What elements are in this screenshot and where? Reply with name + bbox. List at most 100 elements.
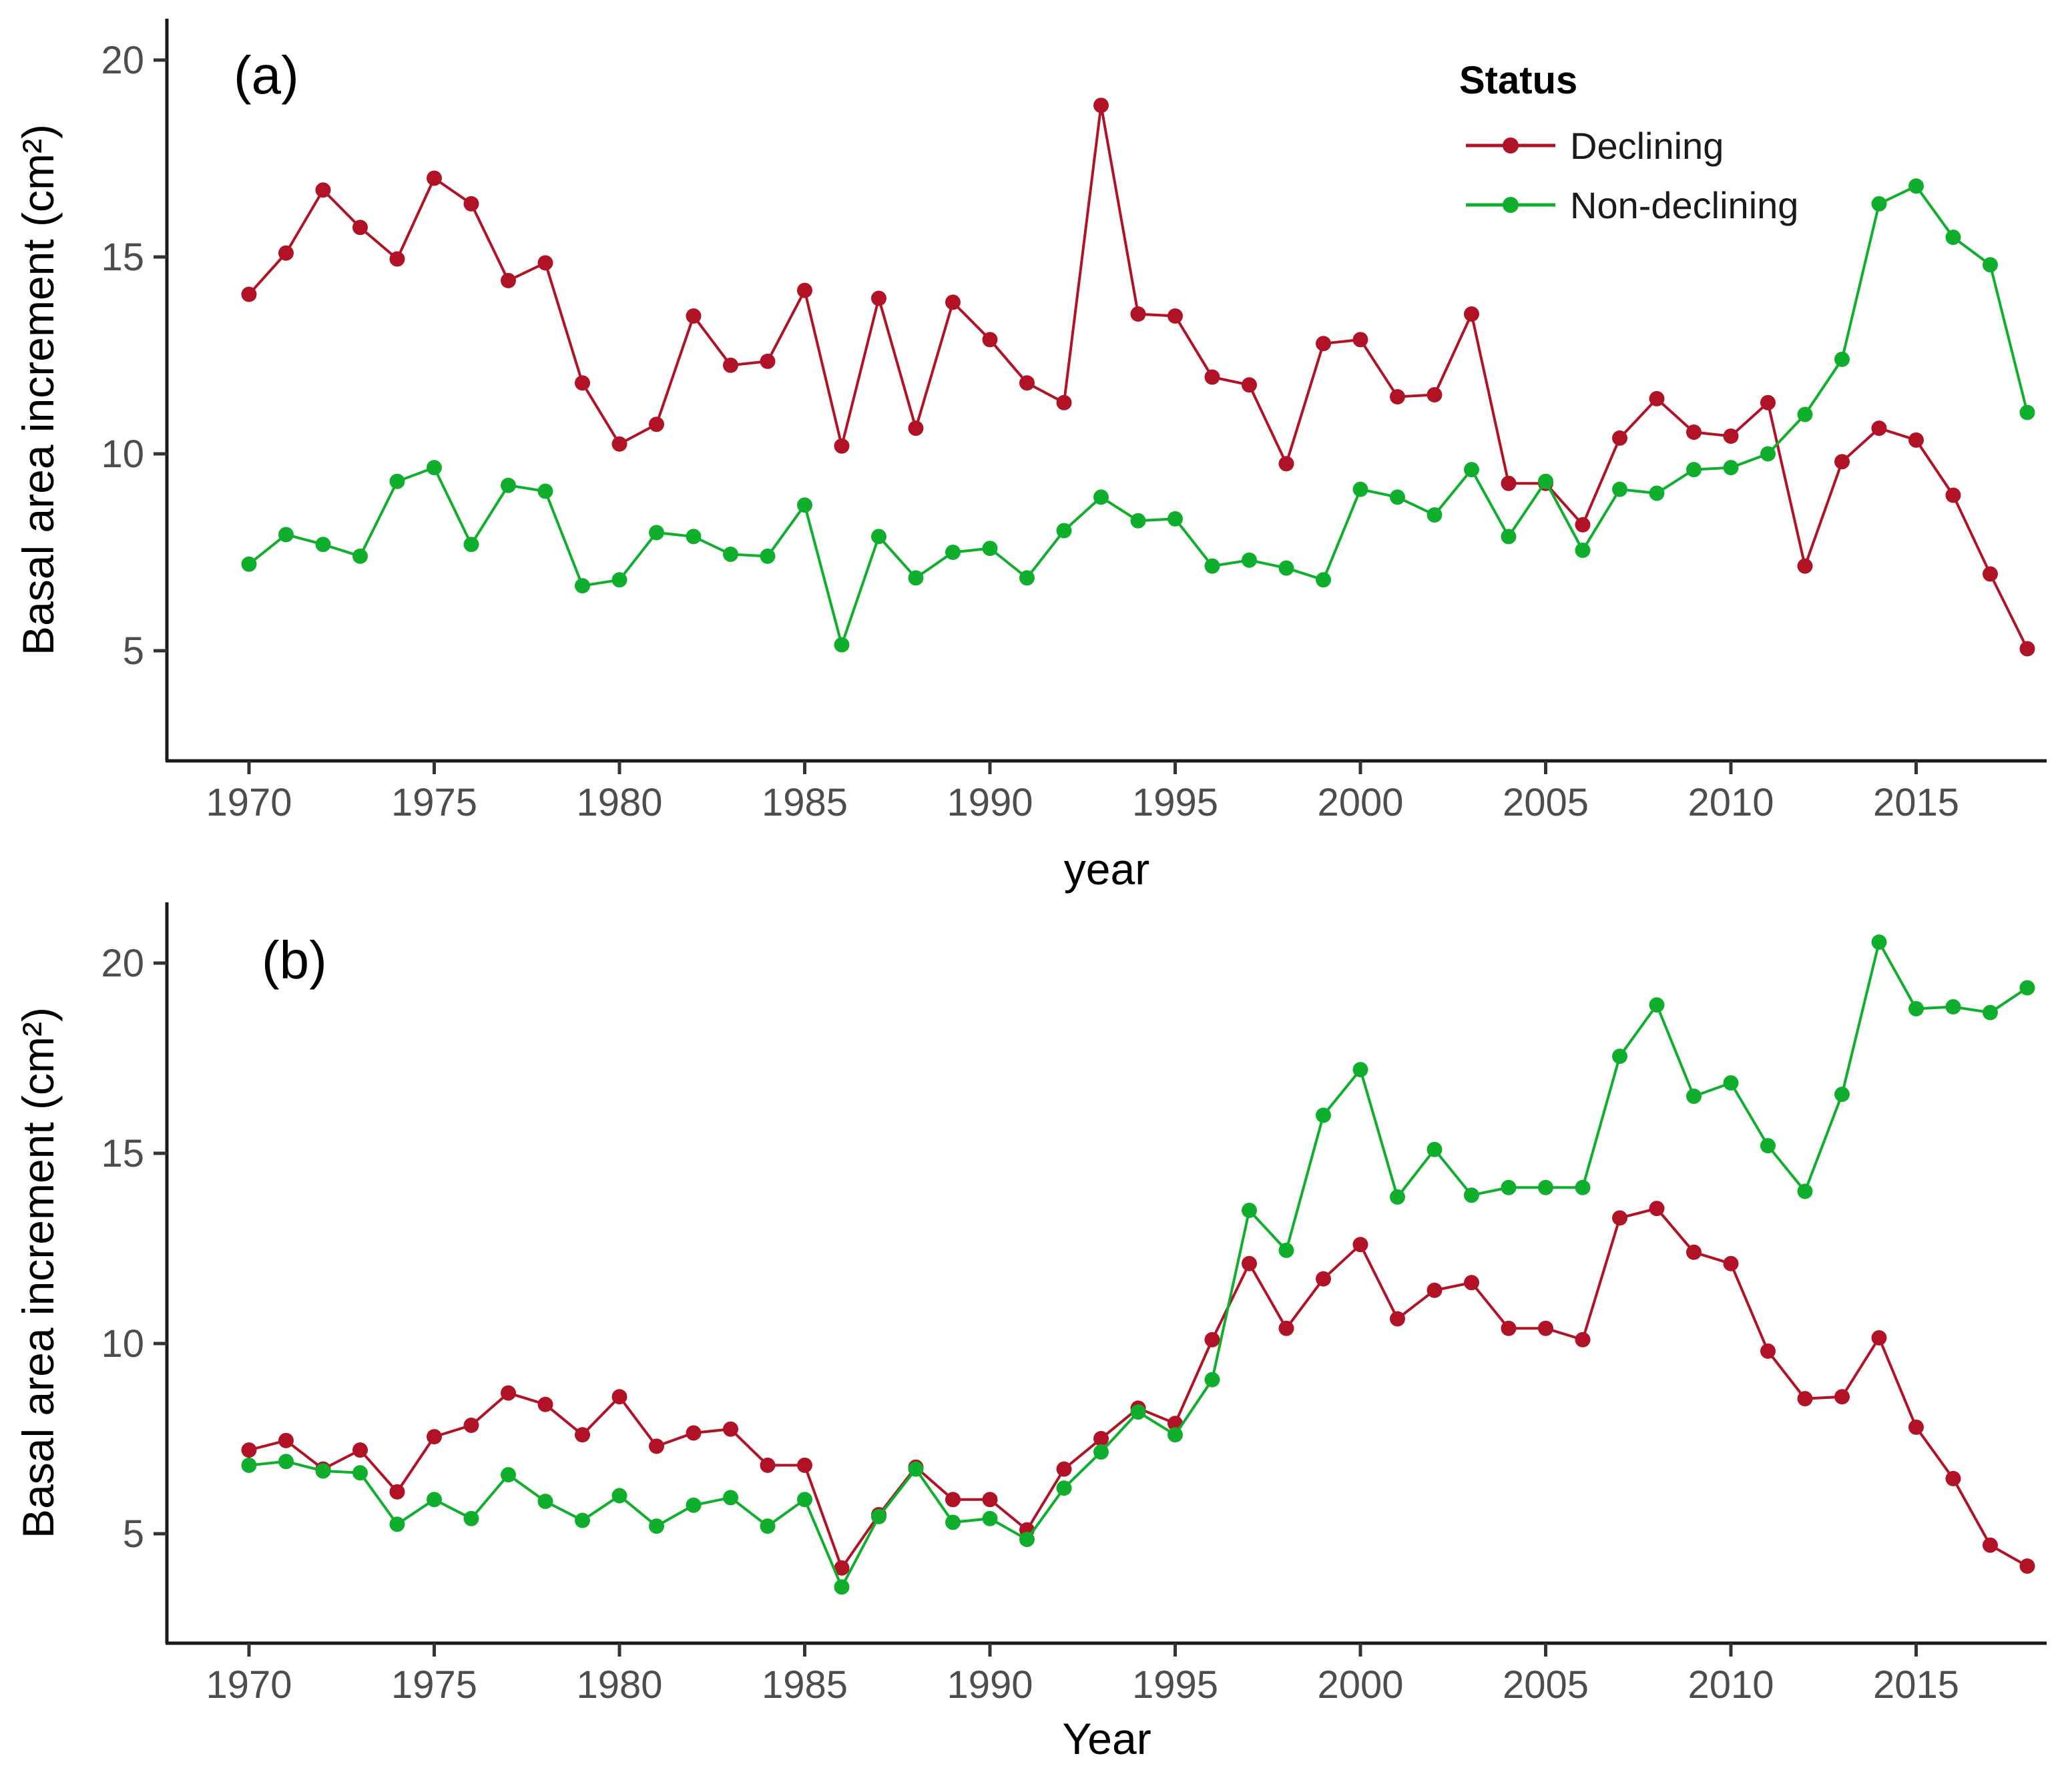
data-point bbox=[2019, 1558, 2035, 1574]
data-point bbox=[1649, 997, 1665, 1013]
x-tick-label: 1975 bbox=[391, 1663, 477, 1707]
x-tick-label: 2005 bbox=[1503, 1663, 1589, 1707]
panel-b-tag: (b) bbox=[262, 930, 327, 990]
data-point bbox=[982, 1510, 998, 1526]
data-point bbox=[1464, 306, 1479, 322]
data-point bbox=[945, 1514, 961, 1530]
data-point bbox=[1316, 1107, 1331, 1123]
data-point bbox=[1797, 558, 1813, 574]
data-point bbox=[1352, 481, 1368, 497]
data-point bbox=[1908, 178, 1924, 194]
data-point bbox=[834, 1560, 850, 1576]
data-point bbox=[1093, 489, 1109, 505]
data-point bbox=[501, 1467, 516, 1483]
data-point bbox=[1686, 424, 1702, 440]
legend-key-dot bbox=[1503, 197, 1519, 213]
x-tick-label: 2005 bbox=[1503, 781, 1589, 824]
data-point bbox=[575, 375, 590, 391]
data-point bbox=[1093, 1444, 1109, 1460]
legend-keys bbox=[1466, 137, 1555, 213]
data-point bbox=[1019, 1532, 1035, 1548]
x-tick-label: 2015 bbox=[1873, 781, 1959, 824]
data-point bbox=[1093, 1431, 1109, 1446]
panel-a-tag: (a) bbox=[234, 45, 299, 105]
data-point bbox=[1834, 351, 1850, 367]
data-point bbox=[1612, 481, 1627, 497]
data-point bbox=[945, 1492, 961, 1508]
data-point bbox=[797, 282, 812, 298]
data-point bbox=[241, 286, 257, 302]
series-line bbox=[248, 1207, 2028, 1571]
y-tick-label: 10 bbox=[101, 1322, 144, 1366]
data-point bbox=[1242, 1203, 1257, 1218]
data-point bbox=[1278, 1242, 1294, 1258]
data-point bbox=[501, 477, 516, 493]
data-point bbox=[463, 1418, 479, 1434]
data-point bbox=[1945, 230, 1961, 245]
data-point bbox=[649, 1438, 664, 1454]
data-point bbox=[501, 1385, 516, 1401]
data-point bbox=[1760, 394, 1776, 410]
data-point bbox=[463, 537, 479, 553]
data-point bbox=[1056, 394, 1072, 410]
data-point bbox=[1983, 1537, 1998, 1553]
y-tick-label: 5 bbox=[123, 1512, 144, 1556]
data-point bbox=[1834, 1389, 1850, 1405]
panel-b-series-non-declining bbox=[241, 934, 2035, 1595]
data-point bbox=[1760, 1138, 1776, 1154]
data-point bbox=[1908, 1000, 1924, 1016]
data-point bbox=[352, 1465, 368, 1481]
data-point bbox=[1649, 390, 1665, 406]
data-point bbox=[352, 548, 368, 564]
data-point bbox=[1464, 1275, 1479, 1291]
panel-b-x-axis-title: Year bbox=[1062, 1714, 1151, 1763]
y-tick-label: 20 bbox=[101, 39, 144, 82]
x-tick-label: 1990 bbox=[947, 1663, 1033, 1707]
data-point bbox=[1501, 1320, 1517, 1336]
data-point bbox=[1130, 1404, 1146, 1420]
data-point bbox=[1649, 1201, 1665, 1217]
data-point bbox=[1056, 523, 1072, 539]
data-point bbox=[908, 420, 924, 436]
data-point bbox=[1204, 1372, 1220, 1388]
data-point bbox=[649, 525, 664, 541]
y-tick-label: 20 bbox=[101, 942, 144, 985]
data-point bbox=[278, 1432, 294, 1448]
data-point bbox=[723, 1421, 738, 1437]
data-point bbox=[945, 545, 961, 560]
data-point bbox=[1945, 999, 1961, 1015]
data-point bbox=[1352, 332, 1368, 348]
data-point bbox=[1871, 934, 1887, 950]
data-point bbox=[797, 1492, 812, 1508]
data-point bbox=[315, 182, 331, 198]
data-point bbox=[686, 308, 702, 324]
data-point bbox=[241, 1442, 257, 1458]
data-point bbox=[760, 1518, 776, 1534]
data-point bbox=[1983, 566, 1998, 582]
data-point bbox=[1316, 1271, 1331, 1287]
data-point bbox=[427, 1492, 442, 1508]
data-point bbox=[649, 416, 664, 432]
legend-title: Status bbox=[1459, 59, 1577, 102]
data-point bbox=[797, 497, 812, 513]
data-point bbox=[278, 527, 294, 543]
data-point bbox=[1723, 428, 1739, 444]
data-point bbox=[1575, 1332, 1591, 1348]
data-point bbox=[1686, 1244, 1702, 1260]
panel-a: 1970 1975 1980 1985 1990 1995 2000 2005 2010 2015… bbox=[101, 19, 2047, 824]
panel-b-series-declining bbox=[241, 1201, 2035, 1576]
data-point bbox=[1352, 1062, 1368, 1078]
x-tick-label: 2015 bbox=[1873, 1663, 1959, 1707]
x-tick-label: 1995 bbox=[1132, 781, 1218, 824]
data-point bbox=[1871, 1330, 1887, 1346]
y-tick-label: 15 bbox=[101, 1132, 144, 1175]
x-tick-label: 1980 bbox=[576, 781, 662, 824]
data-point bbox=[1686, 462, 1702, 478]
data-point bbox=[2019, 404, 2035, 420]
data-point bbox=[575, 578, 590, 594]
data-point bbox=[1723, 460, 1739, 476]
data-point bbox=[834, 637, 850, 653]
data-point bbox=[537, 1396, 553, 1412]
data-point bbox=[537, 255, 553, 271]
data-point bbox=[649, 1518, 664, 1534]
